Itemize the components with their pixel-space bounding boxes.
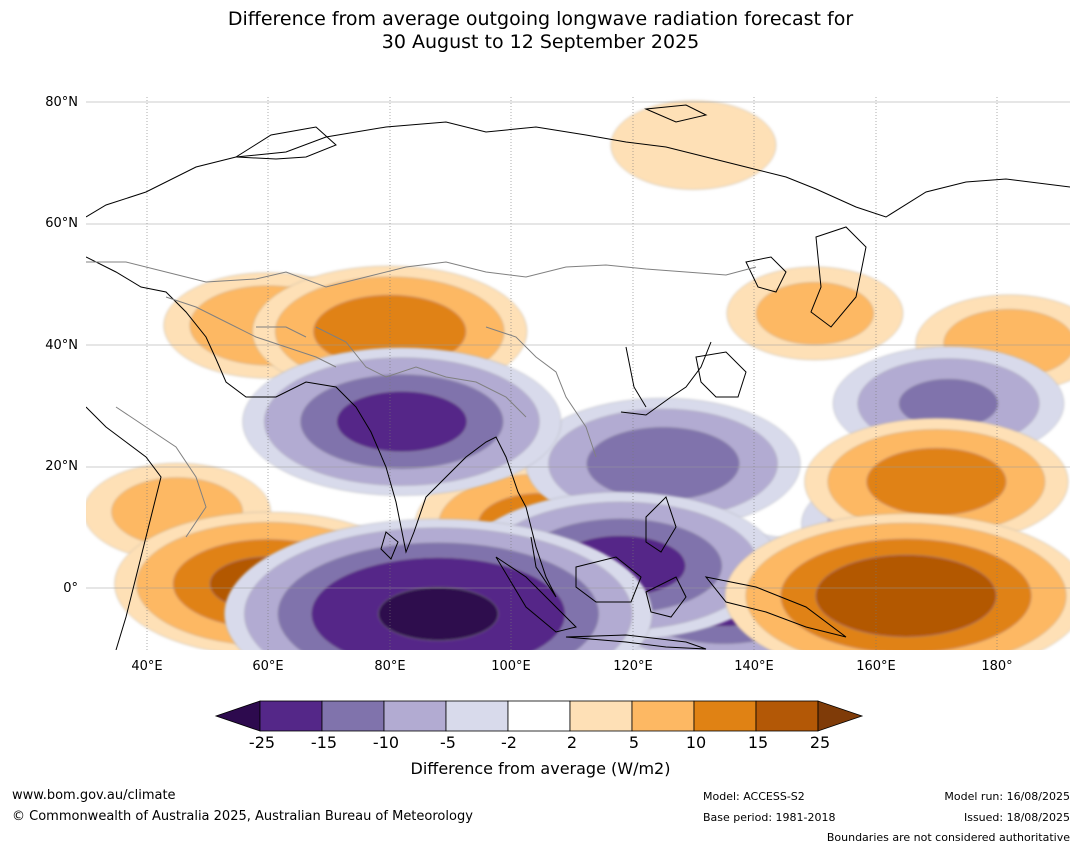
y-tick-60n: 60°N xyxy=(45,216,78,231)
olr-anomaly-map xyxy=(86,97,1070,650)
colorbar-segment xyxy=(259,700,323,732)
y-tick-40n: 40°N xyxy=(45,338,78,353)
anomaly-region xyxy=(242,347,562,496)
x-tick-40e: 40°E xyxy=(131,659,163,674)
colorbar-segment xyxy=(383,700,447,732)
colorbar-tick-label: -15 xyxy=(310,733,338,752)
colorbar-tick-label: 10 xyxy=(685,733,707,752)
x-tick-140e: 140°E xyxy=(734,659,774,674)
graticule xyxy=(146,97,998,650)
model-run-date: Model run: 16/08/2025 xyxy=(944,790,1070,803)
colorbar-tick-label: 25 xyxy=(809,733,831,752)
colorbar-segment xyxy=(755,700,819,732)
colorbar-tick-label: 2 xyxy=(566,733,578,752)
colorbar-label: Difference from average (W/m2) xyxy=(410,759,671,778)
colorbar-segment xyxy=(569,700,633,732)
x-tick-120e: 120°E xyxy=(613,659,653,674)
x-tick-80e: 80°E xyxy=(374,659,406,674)
contour-band xyxy=(336,391,468,453)
colorbar-tick-label: -10 xyxy=(372,733,400,752)
colorbar-segment xyxy=(507,700,571,732)
model-name: Model: ACCESS-S2 xyxy=(703,790,805,803)
contour-band xyxy=(755,282,874,345)
colorbar-segment xyxy=(445,700,509,732)
country-boundaries xyxy=(86,261,757,538)
x-tick-180: 180° xyxy=(981,659,1013,674)
contour-band xyxy=(377,587,499,641)
contour-band xyxy=(610,100,777,190)
colorbar-tick-label: 5 xyxy=(628,733,640,752)
anomaly-region xyxy=(525,397,801,530)
y-tick-20n: 20°N xyxy=(45,459,78,474)
contour-band xyxy=(586,427,740,501)
copyright-notice: © Commonwealth of Australia 2025, Austra… xyxy=(12,809,473,824)
contour-band xyxy=(866,447,1007,516)
x-tick-60e: 60°E xyxy=(252,659,284,674)
x-tick-160e: 160°E xyxy=(856,659,896,674)
latitude-lines xyxy=(86,101,1070,589)
colorbar-extend-high xyxy=(817,700,864,732)
anomaly-region xyxy=(804,418,1069,546)
map-title-line2: 30 August to 12 September 2025 xyxy=(381,31,700,53)
coastlines xyxy=(86,104,1070,650)
colorbar-segment xyxy=(693,700,757,732)
map-title-line1: Difference from average outgoing longwav… xyxy=(227,8,854,30)
colorbar-tick-label: -5 xyxy=(440,733,456,752)
colorbar-segment xyxy=(321,700,385,732)
boundaries-disclaimer: Boundaries are not considered authoritat… xyxy=(826,831,1070,844)
colorbar-tick-label: -25 xyxy=(248,733,276,752)
anomaly-fill-layer xyxy=(86,100,1070,650)
colorbar-extend-low xyxy=(214,700,261,732)
anomaly-region xyxy=(726,266,904,361)
website-link[interactable]: www.bom.gov.au/climate xyxy=(12,788,176,803)
colorbar-tick-label: -2 xyxy=(501,733,517,752)
anomaly-region xyxy=(610,100,777,190)
y-tick-80n: 80°N xyxy=(45,95,78,110)
colorbar xyxy=(214,700,864,732)
base-period: Base period: 1981-2018 xyxy=(703,811,836,824)
y-tick-0: 0° xyxy=(63,581,78,596)
anomaly-region xyxy=(724,513,1070,650)
contour-band xyxy=(815,554,997,638)
map-title: Difference from average outgoing longwav… xyxy=(0,8,1081,54)
issued-date: Issued: 18/08/2025 xyxy=(963,811,1070,824)
colorbar-segment xyxy=(631,700,695,732)
anomaly-region xyxy=(224,518,653,650)
x-tick-100e: 100°E xyxy=(491,659,531,674)
colorbar-tick-label: 15 xyxy=(747,733,769,752)
